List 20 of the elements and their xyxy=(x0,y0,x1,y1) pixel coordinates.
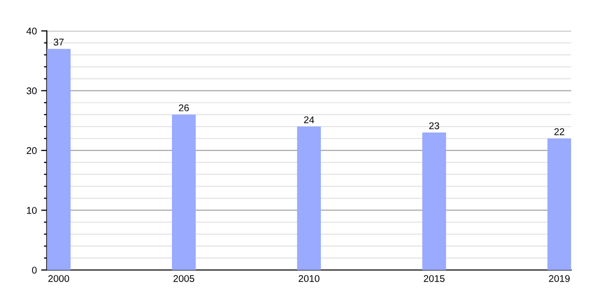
data-label: 22 xyxy=(554,128,564,136)
x-tick-label: 2010 xyxy=(298,275,320,282)
y-tick-label: 40 xyxy=(26,28,37,35)
data-label: 24 xyxy=(304,116,314,124)
x-tick-label: 2005 xyxy=(174,275,194,282)
bar xyxy=(547,138,572,270)
bar xyxy=(172,114,196,270)
y-tick-label: 10 xyxy=(27,206,37,214)
x-tick-label: 2019 xyxy=(548,275,570,282)
y-tick-label: 20 xyxy=(26,147,37,154)
data-label: 26 xyxy=(178,104,189,112)
data-label: 23 xyxy=(429,122,440,130)
data-label: 37 xyxy=(54,38,64,46)
x-tick-label: 2015 xyxy=(424,275,445,282)
bar xyxy=(422,132,446,270)
x-tick-label: 2000 xyxy=(48,275,70,282)
bar xyxy=(297,126,321,270)
y-tick-label: 0 xyxy=(32,266,37,274)
bar xyxy=(46,48,71,270)
y-tick-label: 30 xyxy=(26,87,37,94)
